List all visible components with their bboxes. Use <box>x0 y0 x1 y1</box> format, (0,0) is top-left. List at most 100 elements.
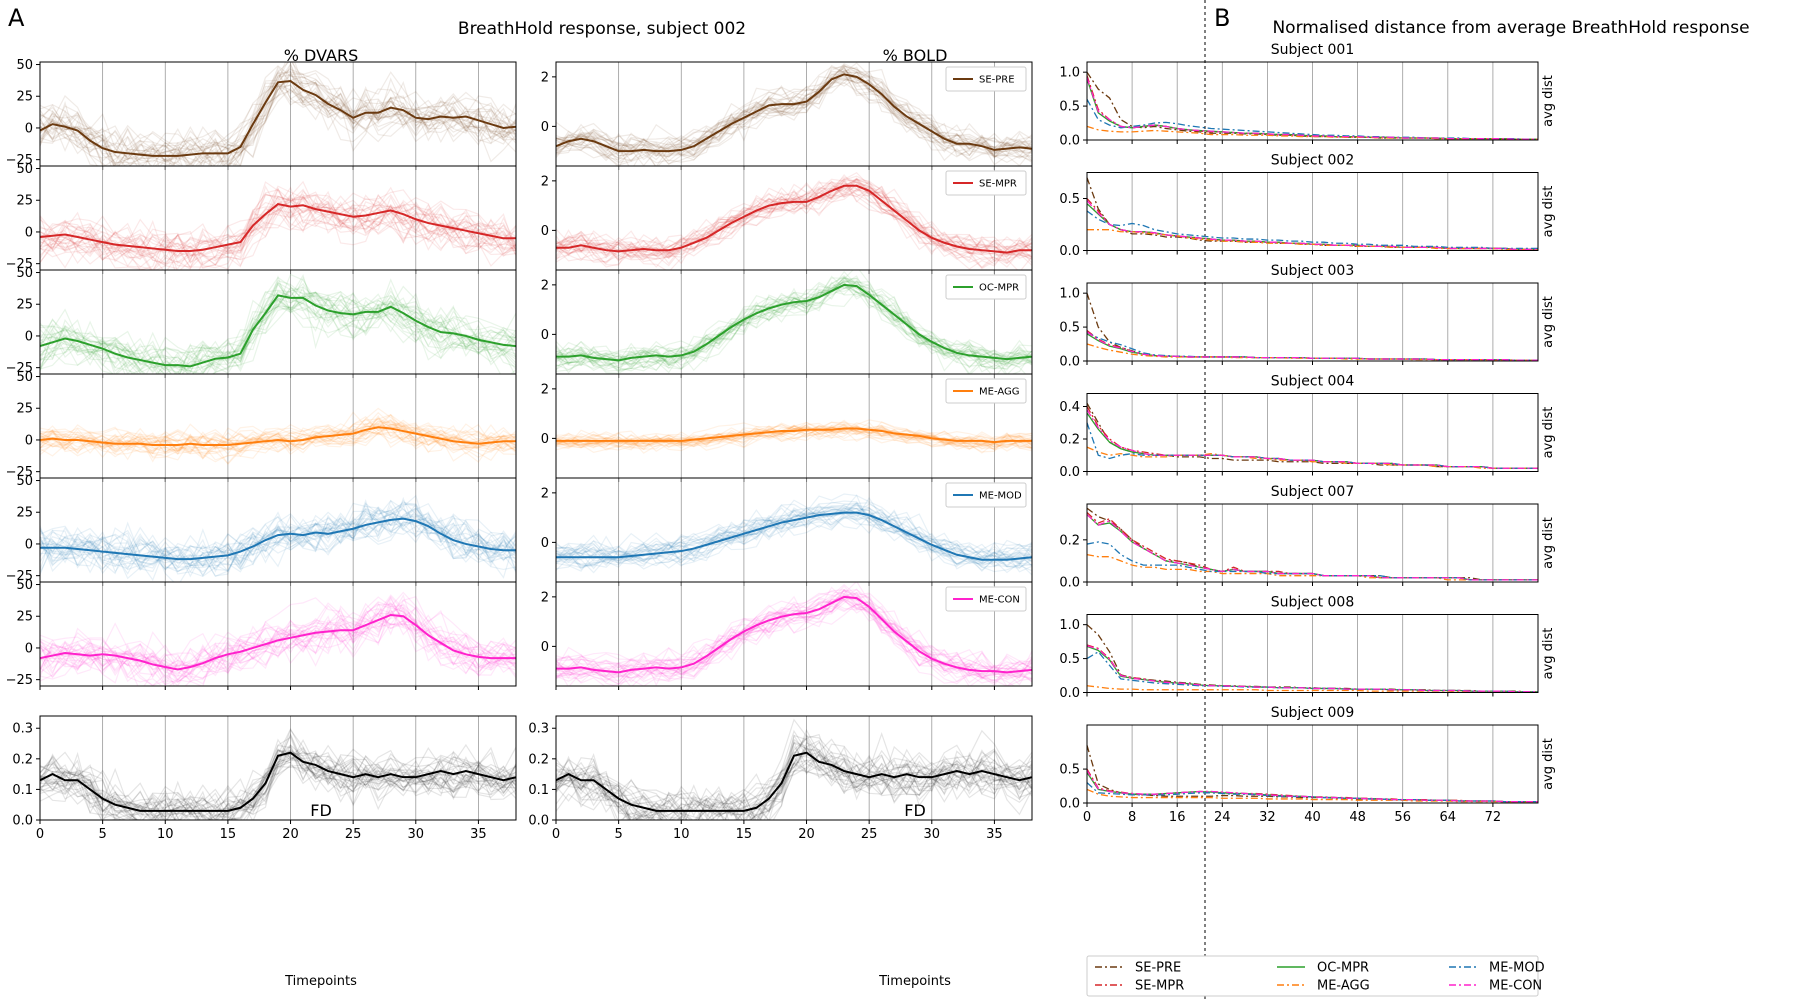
dvars-se-mpr-trial-line <box>40 194 516 261</box>
bold-se-mpr-trial-line <box>556 177 1032 270</box>
bold-fd-trial-line <box>556 737 1032 811</box>
bold-fd-axes-frame <box>555 715 1033 821</box>
dist-subject-002-ytick-label: 0.0 <box>1059 244 1080 259</box>
dvars-fd-xtick-label: 15 <box>220 827 237 842</box>
bold-se-mpr-trial-line <box>556 185 1032 262</box>
dvars-me-agg-trial-line <box>40 407 516 443</box>
bold-me-agg-ytick-label: 2 <box>541 382 549 397</box>
dist-subject-002-line-me-mod <box>1086 210 1538 250</box>
dvars-me-con-trial-line <box>40 614 516 686</box>
bold-se-pre-trial-line <box>556 63 1032 155</box>
dvars-me-con-trial-line <box>40 609 516 681</box>
dvars-me-con-trial-line <box>40 601 516 676</box>
dvars-me-agg-trial-line <box>40 425 516 465</box>
bold-me-mod-trial-line <box>556 506 1032 567</box>
dist-subject-009-xtick-label: 72 <box>1485 810 1502 825</box>
bold-fd-xtick-label: 0 <box>552 827 560 842</box>
bold-fd-ytick-label: 0.3 <box>528 722 549 737</box>
bold-me-con-trial-line <box>556 599 1032 686</box>
dvars-fd-trial-line <box>40 744 516 820</box>
bold-oc-mpr-trial-line <box>556 284 1032 369</box>
dvars-me-agg-ytick-label: 50 <box>16 370 33 385</box>
dvars-se-mpr-trial-line <box>40 205 516 270</box>
dvars-me-agg-trial-line <box>40 423 516 452</box>
bold-me-mod-trial-line <box>556 515 1032 570</box>
dvars-se-mpr-trial-line <box>40 185 516 259</box>
dvars-me-mod-trial-line <box>40 515 516 577</box>
dvars-me-agg-trial-line <box>40 428 516 455</box>
dist-subject-001-subplot: Subject 001 0.0 0.5 1.0 avg dist <box>1059 42 1556 149</box>
dvars-me-mod-trial-line <box>40 516 516 577</box>
dvars-se-mpr-trial-line <box>40 202 516 269</box>
bold-me-agg-trial-line <box>556 429 1032 454</box>
bold-me-con-axes-frame <box>555 581 1033 687</box>
bold-oc-mpr-trial-line <box>556 290 1027 374</box>
dvars-oc-mpr-trial-line <box>40 307 516 374</box>
dvars-se-pre-trial-line <box>40 70 516 161</box>
bold-fd-trial-line <box>556 747 1032 820</box>
bold-me-con-trial-line <box>556 582 1032 674</box>
dist-subject-004-ytick-label: 0.0 <box>1059 465 1080 480</box>
dvars-me-mod-trial-line <box>40 502 516 568</box>
bold-me-con-trials-group <box>556 582 1032 686</box>
dvars-me-agg-trial-line <box>40 418 516 456</box>
dvars-fd-xtick-label: 5 <box>98 827 106 842</box>
dvars-fd-trial-line <box>40 748 516 820</box>
bold-fd-trial-line <box>556 729 1032 811</box>
bold-se-mpr-trial-line <box>556 171 1032 260</box>
bold-me-agg-trial-line <box>556 425 1032 449</box>
bold-me-con-trial-line <box>556 595 1032 686</box>
dvars-fd-trial-line <box>40 747 516 820</box>
bold-fd-xtick-label: 30 <box>924 827 941 842</box>
bold-me-mod-trial-line <box>556 504 1032 562</box>
dvars-fd-mean-line <box>40 751 516 812</box>
dvars-me-mod-trial-line <box>40 494 516 575</box>
dvars-fd-axes-frame <box>39 715 517 821</box>
dvars-oc-mpr-trial-line <box>40 285 516 374</box>
dvars-fd-trial-line <box>40 743 516 820</box>
bold-se-mpr-trial-line <box>556 177 1032 260</box>
bold-me-mod-trial-line <box>556 494 1032 564</box>
dvars-me-con-trial-line <box>40 596 516 671</box>
bold-me-mod-trial-line <box>556 517 1032 573</box>
dvars-se-mpr-ytick-label: 50 <box>16 162 33 177</box>
bold-oc-mpr-trial-line <box>556 270 1032 363</box>
dist-subject-009-ytick-label: 0.5 <box>1059 763 1080 778</box>
dist-subject-008-ytick-label: 0.0 <box>1059 686 1080 701</box>
bold-se-mpr-trial-line <box>556 180 1032 259</box>
dvars-me-agg-trials-group <box>40 407 516 466</box>
dvars-fd-xtick-label: 0 <box>36 827 44 842</box>
dvars-me-mod-trial-line <box>40 499 516 573</box>
dvars-fd-xtick-label: 20 <box>282 827 299 842</box>
bold-me-agg-trial-line <box>556 425 1032 448</box>
bold-se-mpr-ytick-label: 2 <box>541 174 549 189</box>
bold-se-pre-trial-line <box>556 76 1032 166</box>
bold-me-agg-trial-line <box>556 419 1032 446</box>
bold-fd-trial-line <box>556 738 1032 817</box>
dvars-me-con-trials-group <box>40 591 516 686</box>
dvars-fd-trial-line <box>40 728 516 818</box>
plots-layer: −2502550−2502550−2502550−2502550−2502550… <box>6 42 1556 997</box>
bold-me-con-trial-line <box>556 586 1032 683</box>
dvars-se-pre-trial-line <box>40 78 516 166</box>
dvars-me-con-ytick-label: 0 <box>25 641 33 656</box>
dvars-me-con-mean-line <box>40 613 516 671</box>
dvars-me-mod-ytick-label: 25 <box>16 506 33 521</box>
dvars-fd-trial-line <box>40 753 516 818</box>
dvars-fd-trial-line <box>40 754 516 820</box>
bold-me-agg-ytick-label: 0 <box>541 432 549 447</box>
dvars-oc-mpr-trial-line <box>40 281 516 374</box>
bold-se-mpr-subplot: 0 2 SE-MPR <box>541 165 1033 274</box>
bold-se-mpr-legend: SE-MPR <box>945 170 1027 196</box>
dvars-me-con-trial-line <box>40 612 516 686</box>
dvars-fd-trial-line <box>40 736 516 820</box>
dvars-me-agg-mean-line <box>40 426 516 447</box>
dvars-me-agg-trial-line <box>40 423 516 458</box>
dvars-me-agg-trial-line <box>40 419 516 449</box>
bold-se-mpr-trial-line <box>556 178 1032 263</box>
bold-me-mod-trial-line <box>556 493 1032 557</box>
dist-subject-002-title: Subject 002 <box>1271 153 1355 169</box>
bold-me-mod-ytick-label: 0 <box>541 536 549 551</box>
bold-fd-subplot: 0.0 0.1 0.2 0.3 0 5 10 15 20 25 30 35 <box>528 715 1033 842</box>
dvars-se-pre-trial-line <box>40 80 516 166</box>
